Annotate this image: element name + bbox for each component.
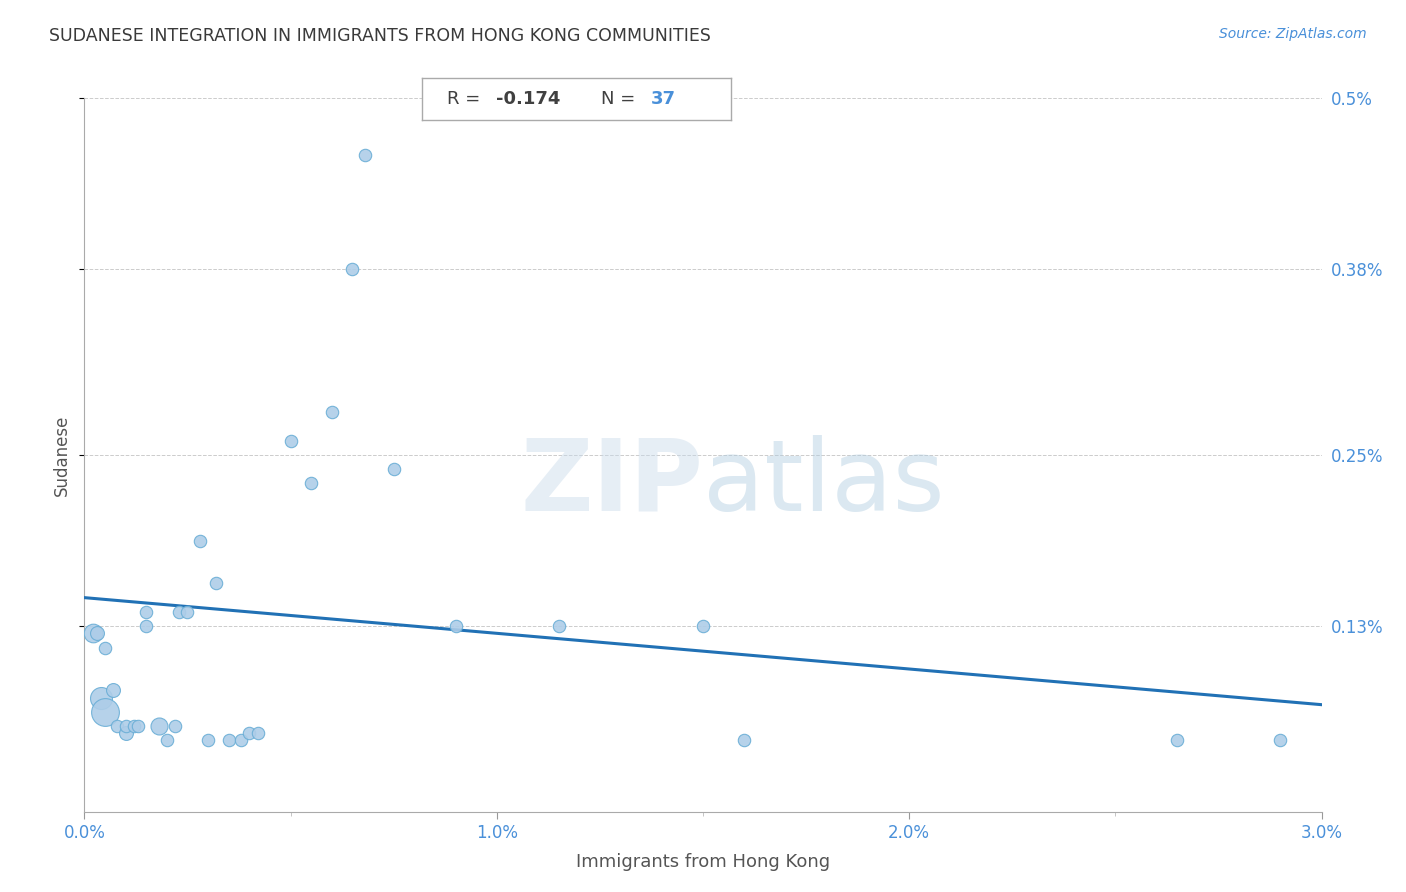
Point (205, 576, 228, 591)
Point (1166, 733, 1188, 747)
Point (114, 726, 136, 740)
Point (218, 733, 240, 747)
Point (94, 705, 117, 719)
Point (127, 719, 149, 733)
Point (86, 626, 108, 640)
Point (114, 719, 136, 733)
Point (176, 605, 198, 619)
Point (382, 462, 405, 476)
Point (246, 726, 269, 740)
Point (353, 148, 375, 162)
Point (165, 719, 187, 733)
Point (321, 405, 343, 419)
Text: N =: N = (602, 90, 641, 108)
Point (229, 733, 252, 747)
Point (156, 733, 179, 747)
Text: ZIP: ZIP (520, 435, 703, 532)
Point (280, 434, 302, 448)
Point (444, 619, 467, 633)
X-axis label: Immigrants from Hong Kong: Immigrants from Hong Kong (576, 853, 830, 871)
Y-axis label: Sudanese: Sudanese (53, 414, 72, 496)
Text: R =: R = (447, 90, 485, 108)
Point (547, 619, 569, 633)
Point (90, 690, 112, 705)
Point (94, 640, 117, 655)
Point (105, 719, 128, 733)
Text: -0.174: -0.174 (496, 90, 561, 108)
Point (135, 619, 157, 633)
Point (197, 733, 219, 747)
Point (167, 605, 190, 619)
Point (692, 619, 714, 633)
Point (342, 262, 364, 277)
Point (82, 626, 104, 640)
Text: Source: ZipAtlas.com: Source: ZipAtlas.com (1219, 27, 1367, 41)
Point (1270, 733, 1292, 747)
Point (733, 733, 755, 747)
Text: 37: 37 (651, 90, 676, 108)
Point (103, 683, 125, 698)
Text: atlas: atlas (703, 435, 945, 532)
Point (148, 719, 170, 733)
Point (299, 476, 322, 491)
Point (238, 726, 260, 740)
Point (188, 533, 211, 548)
Point (122, 719, 145, 733)
Point (135, 605, 157, 619)
Text: SUDANESE INTEGRATION IN IMMIGRANTS FROM HONG KONG COMMUNITIES: SUDANESE INTEGRATION IN IMMIGRANTS FROM … (49, 27, 711, 45)
